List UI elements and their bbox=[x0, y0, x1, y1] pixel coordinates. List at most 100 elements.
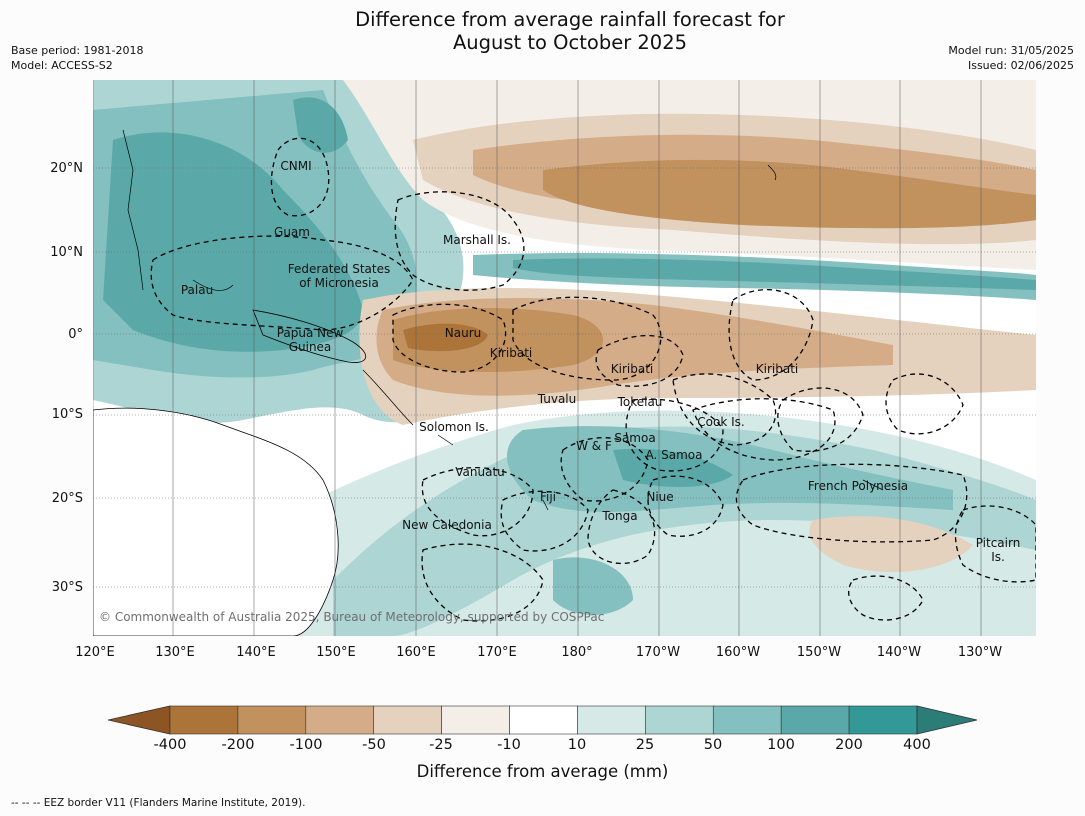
place-png-line1: Papua New bbox=[276, 326, 344, 340]
rainfall-map bbox=[93, 80, 1036, 636]
place-tokelau: Tokelau bbox=[617, 395, 663, 409]
colorbar-bin bbox=[441, 705, 510, 735]
place-fsm: Federated States of Micronesia bbox=[288, 262, 390, 290]
place-fsm-line2: of Micronesia bbox=[299, 276, 379, 290]
place-png: Papua New Guinea bbox=[277, 326, 344, 354]
lon-label-160e: 160°E bbox=[396, 645, 436, 660]
lon-label-180: 180° bbox=[561, 645, 593, 660]
map-svg bbox=[93, 80, 1036, 636]
cb-tick-10: 10 bbox=[567, 737, 587, 753]
lon-label-140w: 140°W bbox=[876, 645, 922, 660]
place-nauru: Nauru bbox=[444, 326, 482, 340]
place-vanuatu: Vanuatu bbox=[455, 465, 505, 479]
place-palau: Palau bbox=[180, 283, 214, 297]
png-land bbox=[252, 309, 366, 363]
colorbar-arrow-high bbox=[916, 705, 978, 735]
cb-tick-200: 200 bbox=[835, 737, 863, 753]
cb-tick-25: 25 bbox=[635, 737, 655, 753]
colorbar-bin bbox=[373, 705, 442, 735]
title-line-1: Difference from average rainfall forecas… bbox=[355, 8, 785, 31]
lat-label-20s: 20°S bbox=[51, 491, 83, 506]
colorbar-bin bbox=[509, 705, 578, 735]
cb-tick-m100: -100 bbox=[289, 737, 323, 753]
place-pitcairn-line2: Is. bbox=[991, 550, 1005, 564]
place-tonga: Tonga bbox=[602, 509, 638, 523]
place-tuvalu: Tuvalu bbox=[537, 392, 577, 406]
island-outlines bbox=[122, 129, 884, 511]
colorbar-arrow-low bbox=[108, 705, 171, 735]
lat-label-30s: 30°S bbox=[51, 580, 83, 595]
lat-label-10s: 10°S bbox=[51, 407, 83, 422]
lon-label-120e: 120°E bbox=[75, 645, 115, 660]
dry-equatorial-max bbox=[403, 323, 488, 352]
place-pitcairn-line1: Pitcairn bbox=[975, 536, 1021, 550]
place-kiribati-east: Kiribati bbox=[755, 362, 799, 376]
colorbar-bin bbox=[577, 705, 646, 735]
copyright-notice: © Commonwealth of Australia 2025, Bureau… bbox=[99, 610, 605, 624]
dry-south-east bbox=[809, 516, 973, 573]
place-solomon: Solomon Is. bbox=[419, 420, 489, 434]
lon-label-140e: 140°E bbox=[236, 645, 276, 660]
place-new-caledonia: New Caledonia bbox=[402, 518, 492, 532]
lat-label-20n: 20°N bbox=[50, 161, 83, 176]
place-fsm-line1: Federated States bbox=[287, 262, 391, 276]
cb-tick-100: 100 bbox=[767, 737, 795, 753]
colorbar-bin bbox=[848, 705, 918, 735]
model-name: Model: ACCESS-S2 bbox=[11, 59, 113, 72]
colorbar-bin bbox=[645, 705, 714, 735]
cb-tick-m200: -200 bbox=[221, 737, 255, 753]
colorbar-bin bbox=[237, 705, 307, 735]
model-run: Model run: 31/05/2025 bbox=[948, 44, 1074, 57]
colorbar bbox=[108, 705, 978, 735]
place-pitcairn: Pitcairn Is. bbox=[976, 536, 1021, 564]
place-french-polynesia: French Polynesia bbox=[807, 479, 909, 493]
place-kiribati-west: Kiribati bbox=[489, 346, 533, 360]
place-fiji: Fiji bbox=[539, 490, 557, 504]
lon-label-150w: 150°W bbox=[796, 645, 842, 660]
lat-label-0: 0° bbox=[68, 327, 83, 342]
place-png-line2: Guinea bbox=[288, 340, 332, 354]
lon-label-170w: 170°W bbox=[635, 645, 681, 660]
lon-label-150e: 150°E bbox=[316, 645, 356, 660]
place-samoa: Samoa bbox=[614, 431, 656, 445]
title-line-2: August to October 2025 bbox=[452, 31, 688, 54]
lon-label-130w: 130°W bbox=[957, 645, 1003, 660]
australia-land bbox=[93, 407, 339, 636]
place-guam: Guam bbox=[274, 225, 310, 239]
cb-tick-50: 50 bbox=[703, 737, 723, 753]
colorbar-bin bbox=[780, 705, 850, 735]
issued-date: Issued: 02/06/2025 bbox=[967, 59, 1074, 72]
map-title: Difference from average rainfall forecas… bbox=[0, 8, 1085, 54]
colorbar-bin bbox=[712, 705, 782, 735]
cb-tick-400: 400 bbox=[903, 737, 931, 753]
place-american-samoa: A. Samoa bbox=[645, 448, 703, 462]
wet-south-patch bbox=[553, 557, 633, 615]
wet-spcz-core bbox=[506, 426, 953, 512]
eez-borders bbox=[150, 137, 1036, 622]
place-cnmi: CNMI bbox=[280, 159, 312, 173]
place-niue: Niue bbox=[646, 490, 674, 504]
place-cook: Cook Is. bbox=[697, 415, 745, 429]
cb-tick-m25: -25 bbox=[429, 737, 453, 753]
lon-label-160w: 160°W bbox=[715, 645, 761, 660]
wet-spcz-max bbox=[613, 448, 733, 487]
cb-tick-m50: -50 bbox=[362, 737, 386, 753]
lat-label-10n: 10°N bbox=[50, 245, 83, 260]
cb-tick-m400: -400 bbox=[153, 737, 187, 753]
eez-footnote: -- -- -- EEZ border V11 (Flanders Marine… bbox=[11, 797, 306, 809]
meta-left: Base period: 1981-2018 Model: ACCESS-S2 bbox=[11, 43, 143, 73]
cb-tick-m10: -10 bbox=[497, 737, 521, 753]
grid-lines bbox=[93, 167, 1036, 588]
place-wallis-futuna: W & F bbox=[576, 439, 612, 453]
meta-right: Model run: 31/05/2025 Issued: 02/06/2025 bbox=[948, 43, 1074, 73]
place-marshall: Marshall Is. bbox=[443, 233, 511, 247]
wet-patch-north bbox=[293, 97, 348, 153]
colorbar-bin bbox=[169, 705, 239, 735]
lon-label-130e: 130°E bbox=[155, 645, 195, 660]
wet-tongue-equatorial-core bbox=[513, 258, 1036, 290]
colorbar-bin bbox=[305, 705, 375, 735]
dry-band-north-core bbox=[543, 159, 1036, 229]
wet-region-west-3 bbox=[103, 132, 363, 352]
colorbar-title: Difference from average (mm) bbox=[416, 762, 669, 781]
colorbar-swatches bbox=[108, 705, 978, 735]
